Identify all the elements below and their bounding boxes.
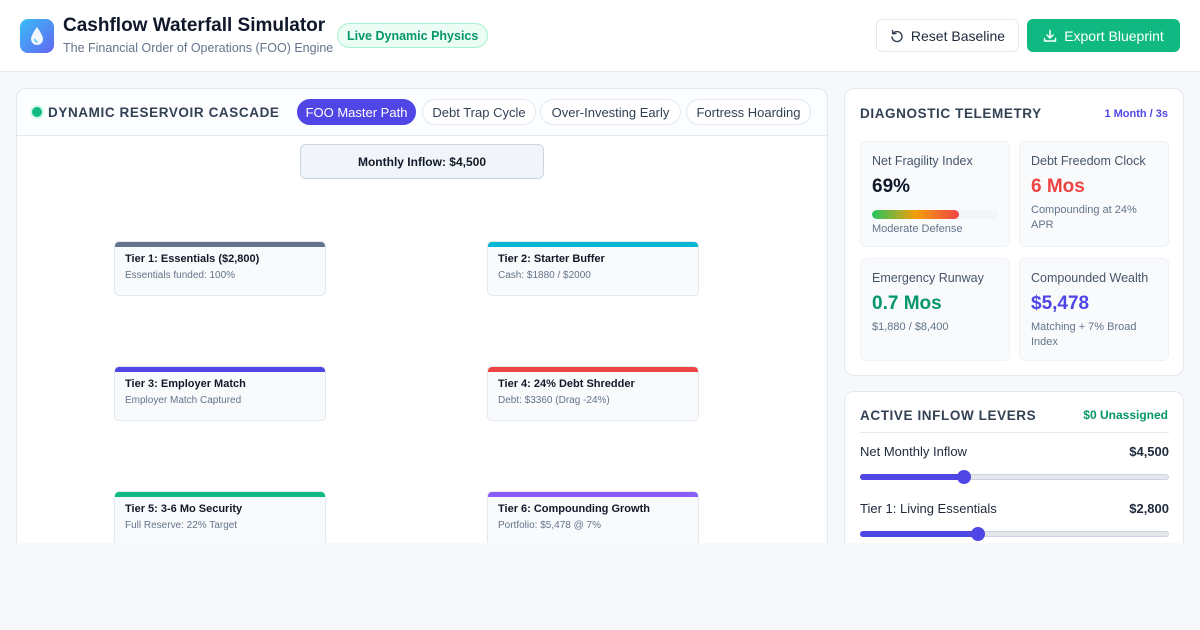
cascade-header: DYNAMIC RESERVOIR CASCADE FOO Master Pat… [17,89,827,136]
water-drop-icon [20,19,54,53]
slider-fill [860,531,978,537]
app-title: Cashflow Waterfall Simulator [63,15,326,36]
slider-fill [860,474,964,480]
metric-note: $1,880 / $8,400 [872,321,949,333]
levers-title: ACTIVE INFLOW LEVERS [860,408,1037,423]
net-monthly-inflow-slider[interactable] [860,470,1169,484]
divider [860,432,1169,433]
tier-detail: Full Reserve: 22% Target [125,520,238,531]
metric-label: Net Fragility Index [872,154,973,168]
scenario-over-investing-early[interactable]: Over-Investing Early [540,99,681,125]
tier-name: Tier 1: Essentials ($2,800) [125,253,260,265]
metric-label: Emergency Runway [872,271,984,285]
app-subtitle: The Financial Order of Operations (FOO) … [63,41,334,55]
simulation-rate: 1 Month / 3s [1104,108,1168,120]
tier-name: Tier 3: Employer Match [125,378,246,390]
metric-label: Debt Freedom Clock [1031,154,1146,168]
tier-card-starter-buffer: Tier 2: Starter Buffer Cash: $1880 / $20… [487,241,699,296]
live-physics-badge: Live Dynamic Physics [337,23,489,48]
metric-note: Matching + 7% Broad Index [1031,321,1137,348]
tier-color-bar [488,492,698,497]
lever-living-essentials: Tier 1: Living Essentials $2,800 [860,501,1169,545]
tier-name: Tier 6: Compounding Growth [498,503,650,515]
metric-note: Moderate Defense [872,223,963,235]
metric-compounded-wealth: Compounded Wealth $5,478 Matching + 7% B… [1019,258,1169,361]
tier-card-security-reserve: Tier 5: 3-6 Mo Security Full Reserve: 22… [114,491,326,546]
tier-color-bar [488,242,698,247]
tier-name: Tier 2: Starter Buffer [498,253,605,265]
live-status-dot [32,107,42,117]
metric-value: $5,478 [1031,293,1090,314]
inflow-levers-panel: ACTIVE INFLOW LEVERS $0 Unassigned Net M… [844,391,1184,558]
metric-fragility-index: Net Fragility Index 69% Moderate Defense [860,141,1010,247]
metric-label: Compounded Wealth [1031,271,1149,285]
tier-detail: Debt: $3360 (Drag -24%) [498,395,610,406]
lever-label: Tier 1: Living Essentials [860,501,997,516]
export-blueprint-label: Export Blueprint [1064,27,1164,44]
slider-thumb[interactable] [970,527,985,541]
telemetry-title: DIAGNOSTIC TELEMETRY [860,106,1042,121]
tier-card-employer-match: Tier 3: Employer Match Employer Match Ca… [114,366,326,421]
metric-value: 69% [872,176,911,197]
reset-baseline-button[interactable]: Reset Baseline [876,19,1019,52]
export-blueprint-button[interactable]: Export Blueprint [1027,19,1180,52]
monthly-inflow-source: Monthly Inflow: $4,500 [300,144,544,179]
app-header: Cashflow Waterfall Simulator The Financi… [0,0,1200,72]
lever-value: $4,500 [1129,444,1169,459]
tier-name: Tier 5: 3-6 Mo Security [125,503,243,515]
tier-card-debt-shredder: Tier 4: 24% Debt Shredder Debt: $3360 (D… [487,366,699,421]
tier-detail: Employer Match Captured [125,395,242,406]
metric-value: 6 Mos [1031,176,1085,197]
tier-color-bar [115,492,325,497]
metric-emergency-runway: Emergency Runway 0.7 Mos $1,880 / $8,400 [860,258,1010,361]
reset-icon [891,29,903,42]
tier-detail: Cash: $1880 / $2000 [498,270,591,281]
unassigned-amount: $0 Unassigned [1083,408,1168,422]
living-essentials-slider[interactable] [860,527,1169,541]
tier-detail: Essentials funded: 100% [125,270,236,281]
fragility-meter-fill [872,210,959,219]
metric-debt-freedom-clock: Debt Freedom Clock 6 Mos Compounding at … [1019,141,1169,247]
tier-color-bar [115,242,325,247]
diagnostic-telemetry-panel: DIAGNOSTIC TELEMETRY 1 Month / 3s Net Fr… [844,88,1184,376]
tier-color-bar [115,367,325,372]
reservoir-cascade-panel: DYNAMIC RESERVOIR CASCADE FOO Master Pat… [16,88,828,558]
scenario-debt-trap-cycle[interactable]: Debt Trap Cycle [422,99,536,125]
cascade-title: DYNAMIC RESERVOIR CASCADE [48,105,280,120]
download-icon [1043,29,1057,42]
scenario-foo-master-path[interactable]: FOO Master Path [297,99,416,125]
scenario-fortress-hoarding[interactable]: Fortress Hoarding [686,99,811,125]
viewport-fold [0,543,1200,630]
lever-value: $2,800 [1129,501,1169,516]
reset-baseline-label: Reset Baseline [910,27,1006,44]
slider-thumb[interactable] [956,470,971,484]
tier-detail: Portfolio: $5,478 @ 7% [498,520,601,531]
lever-net-monthly-inflow: Net Monthly Inflow $4,500 [860,444,1169,488]
tier-name: Tier 4: 24% Debt Shredder [498,378,635,390]
tier-card-essentials: Tier 1: Essentials ($2,800) Essentials f… [114,241,326,296]
metric-note: Compounding at 24% APR [1031,204,1137,231]
metric-value: 0.7 Mos [872,293,942,314]
tier-color-bar [488,367,698,372]
lever-label: Net Monthly Inflow [860,444,967,459]
fragility-meter [872,210,998,219]
tier-card-compounding-growth: Tier 6: Compounding Growth Portfolio: $5… [487,491,699,546]
